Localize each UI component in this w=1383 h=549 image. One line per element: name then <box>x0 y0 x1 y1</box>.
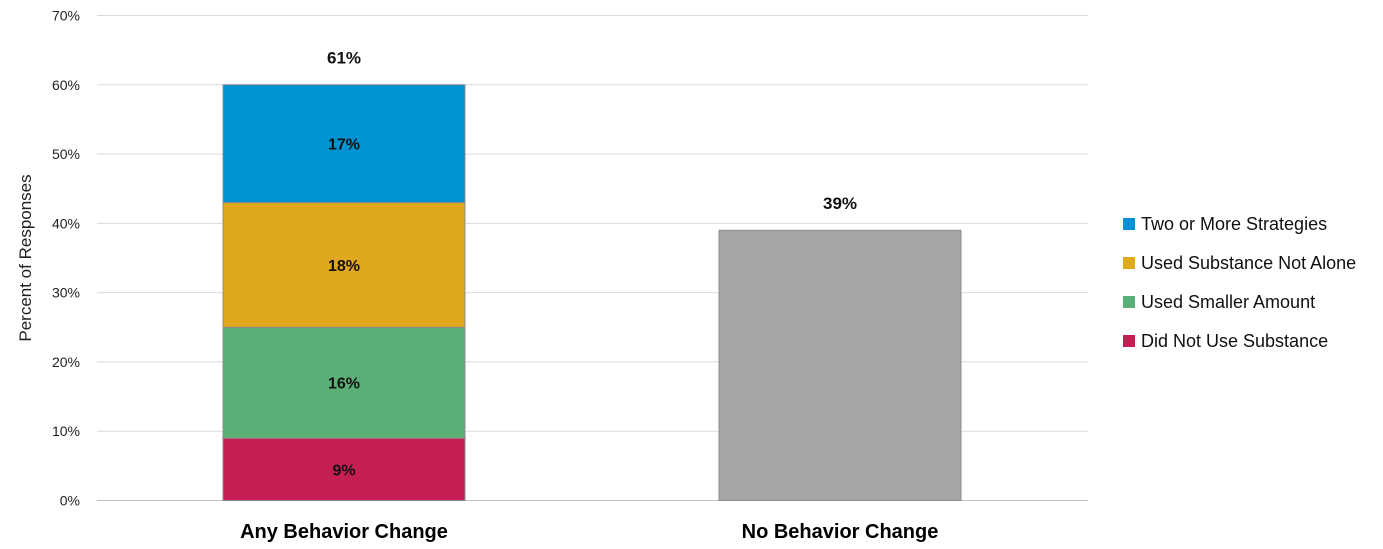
bar-segment-0-3 <box>222 84 466 204</box>
y-tick-label: 70% <box>52 8 80 24</box>
x-category-label: No Behavior Change <box>742 521 939 543</box>
y-tick-label: 10% <box>52 423 80 439</box>
bar-segment-0-0 <box>222 437 466 501</box>
legend-label: Used Substance Not Alone <box>1141 253 1356 273</box>
y-tick-label: 20% <box>52 354 80 370</box>
legend-swatch <box>1123 257 1135 269</box>
segment-data-label: 16% <box>328 376 360 393</box>
legend-swatch <box>1123 218 1135 230</box>
legend-label: Did Not Use Substance <box>1141 331 1328 351</box>
legend-swatch <box>1123 335 1135 347</box>
bar-segment-1-4 <box>718 229 962 502</box>
legend-label: Used Smaller Amount <box>1141 292 1315 312</box>
segment-data-label: 18% <box>328 258 360 275</box>
y-tick-label: 40% <box>52 215 80 231</box>
total-data-label: 61% <box>327 48 361 67</box>
y-tick-label: 50% <box>52 146 80 162</box>
y-tick-label: 30% <box>52 285 80 301</box>
bar-segment-0-2 <box>222 202 466 328</box>
y-tick-label: 0% <box>60 493 80 509</box>
total-data-label: 39% <box>823 194 857 213</box>
legend-swatch <box>1123 296 1135 308</box>
x-category-label: Any Behavior Change <box>240 521 448 543</box>
legend-label: Two or More Strategies <box>1141 214 1327 234</box>
segment-data-label: 9% <box>332 462 355 479</box>
y-tick-label: 60% <box>52 77 80 93</box>
segment-data-label: 17% <box>328 137 360 154</box>
bar-segment-0-1 <box>222 326 466 439</box>
y-axis-title: Percent of Responses <box>16 174 35 341</box>
